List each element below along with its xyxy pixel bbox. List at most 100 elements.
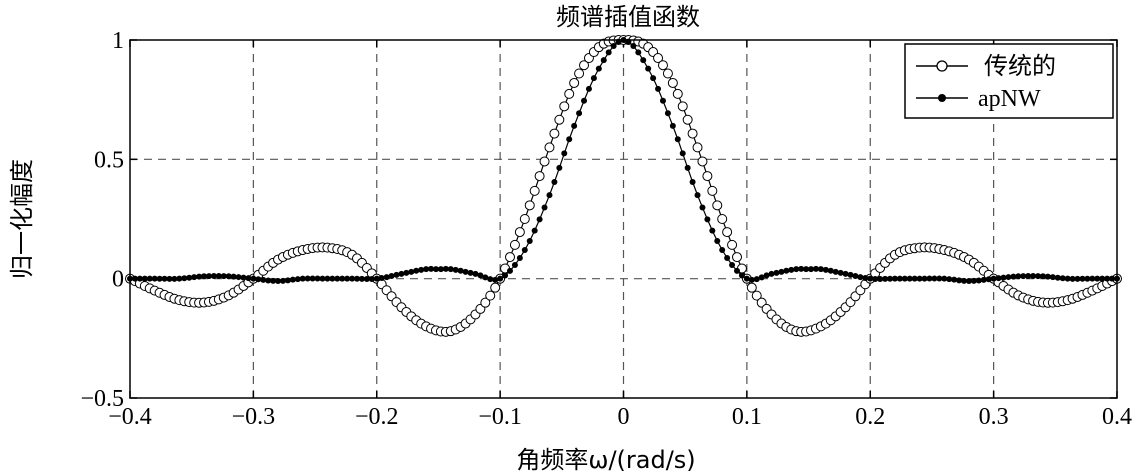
data-point-1: [171, 275, 178, 282]
data-point-1: [822, 266, 829, 273]
data-point-1: [220, 273, 227, 280]
data-point-0: [529, 185, 540, 196]
data-point-1: [852, 273, 859, 280]
data-point-1: [403, 269, 410, 276]
data-point-1: [314, 275, 321, 282]
legend-marker-traditional: [936, 60, 948, 72]
data-point-1: [719, 247, 726, 254]
data-point-0: [490, 282, 501, 293]
data-point-1: [857, 274, 864, 281]
data-point-0: [712, 200, 723, 211]
data-point-1: [304, 275, 311, 282]
data-point-1: [452, 266, 459, 273]
data-point-1: [181, 275, 188, 282]
data-point-0: [657, 60, 668, 71]
data-point-1: [240, 274, 247, 281]
data-point-1: [551, 179, 558, 186]
data-point-1: [877, 276, 884, 283]
data-point-1: [210, 272, 217, 279]
data-point-0: [722, 227, 733, 238]
data-point-1: [645, 65, 652, 72]
data-point-1: [408, 268, 415, 275]
data-point-1: [956, 277, 963, 284]
data-point-0: [702, 171, 713, 182]
data-point-1: [250, 275, 257, 282]
data-point-1: [1025, 272, 1032, 279]
data-point-1: [847, 271, 854, 278]
data-point-1: [1035, 273, 1042, 280]
data-point-1: [906, 275, 913, 282]
data-point-1: [946, 276, 953, 283]
data-point-1: [516, 254, 523, 261]
data-point-1: [664, 110, 671, 117]
data-point-1: [166, 275, 173, 282]
data-point-1: [393, 271, 400, 278]
data-point-1: [467, 269, 474, 276]
data-point-1: [1074, 275, 1081, 282]
data-point-0: [544, 142, 555, 153]
data-point-1: [566, 136, 573, 143]
data-point-1: [511, 261, 518, 268]
data-point-1: [1089, 275, 1096, 282]
data-point-1: [141, 275, 148, 282]
data-point-1: [995, 275, 1002, 282]
data-point-1: [640, 57, 647, 64]
data-point-0: [707, 185, 718, 196]
x-tick-label: −0.2: [355, 404, 399, 430]
data-point-1: [1015, 273, 1022, 280]
data-point-1: [151, 275, 158, 282]
data-point-1: [1084, 275, 1091, 282]
data-point-1: [462, 268, 469, 275]
data-point-1: [1099, 275, 1106, 282]
data-point-1: [329, 275, 336, 282]
data-point-1: [951, 276, 958, 283]
legend-box: [904, 43, 1114, 119]
data-point-1: [704, 216, 711, 223]
data-point-1: [205, 273, 212, 280]
data-point-0: [524, 200, 535, 211]
data-point-1: [891, 275, 898, 282]
plot-area-frame: [129, 39, 1118, 399]
data-point-1: [832, 268, 839, 275]
data-point-1: [561, 150, 568, 157]
data-point-1: [709, 227, 716, 234]
data-point-1: [225, 273, 232, 280]
data-point-1: [191, 274, 198, 281]
data-point-0: [579, 60, 590, 71]
data-point-1: [349, 275, 356, 282]
data-point-1: [363, 276, 370, 283]
data-point-1: [842, 270, 849, 277]
data-point-1: [595, 65, 602, 72]
data-point-1: [309, 275, 316, 282]
data-point-1: [156, 275, 163, 282]
data-point-1: [576, 110, 583, 117]
data-point-1: [788, 266, 795, 273]
data-point-1: [531, 227, 538, 234]
data-point-1: [230, 273, 237, 280]
data-point-1: [803, 266, 810, 273]
data-point-0: [682, 114, 693, 125]
x-tick-label: −0.3: [232, 404, 276, 430]
data-point-1: [585, 85, 592, 92]
data-point-1: [418, 266, 425, 273]
data-point-1: [1039, 273, 1046, 280]
data-point-1: [936, 275, 943, 282]
data-point-1: [817, 266, 824, 273]
data-point-1: [487, 276, 494, 283]
data-point-1: [1000, 274, 1007, 281]
data-point-1: [255, 276, 262, 283]
data-point-1: [497, 275, 504, 282]
data-point-1: [1094, 275, 1101, 282]
data-point-1: [1064, 275, 1071, 282]
data-point-1: [245, 275, 252, 282]
data-point-1: [970, 277, 977, 284]
data-point-1: [916, 275, 923, 282]
data-point-1: [758, 274, 765, 281]
data-point-1: [146, 275, 153, 282]
data-point-1: [136, 275, 143, 282]
x-tick-label: 0.1: [732, 404, 762, 430]
data-point-1: [428, 265, 435, 272]
data-point-0: [672, 88, 683, 99]
data-point-1: [368, 275, 375, 282]
y-tick-label: 0.5: [94, 147, 124, 173]
